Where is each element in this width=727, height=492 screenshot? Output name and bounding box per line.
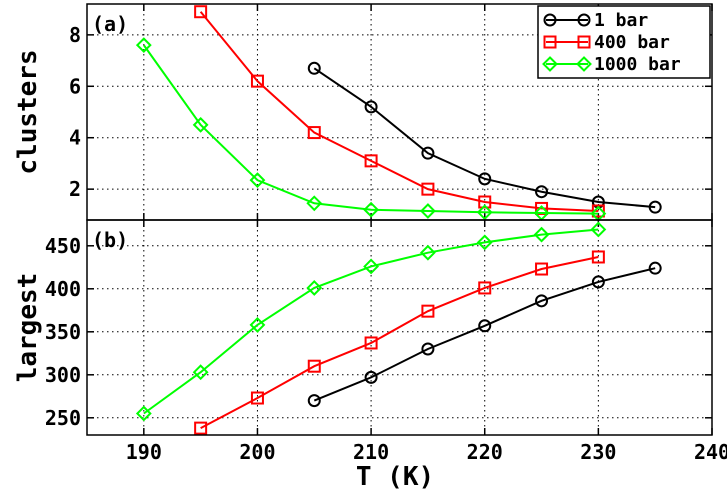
series-line: [143, 44, 599, 215]
data-point: [419, 203, 436, 219]
data-point: [194, 5, 208, 19]
data-point: [307, 359, 321, 373]
y-tick-label: 6: [69, 74, 81, 98]
y-tick-label: 4: [69, 126, 81, 150]
y-axis-label: largest: [13, 273, 43, 383]
data-point: [478, 319, 492, 333]
data-point: [535, 294, 549, 308]
series-400-bar: [194, 250, 605, 435]
x-tick-label: 200: [239, 440, 275, 464]
legend-entry: 400 bar: [543, 32, 670, 53]
data-point: [591, 204, 605, 218]
legend-entry: 1 bar: [543, 10, 648, 31]
y-tick-label: 8: [69, 23, 81, 47]
series-line: [199, 11, 599, 212]
data-point: [533, 226, 550, 243]
data-point: [135, 405, 152, 422]
data-point: [419, 244, 436, 261]
data-point: [364, 100, 378, 114]
legend-label: 1000 bar: [594, 54, 681, 75]
data-point: [307, 394, 321, 408]
series-1-bar: [307, 261, 662, 408]
panel-label: (b): [92, 228, 128, 252]
legend-marker: [576, 56, 592, 72]
data-point: [363, 258, 380, 275]
data-point: [192, 364, 209, 381]
data-point: [421, 304, 435, 318]
data-point: [363, 201, 380, 218]
x-tick-label: 190: [126, 440, 162, 464]
data-point: [535, 262, 549, 276]
legend-marker: [543, 13, 557, 27]
y-tick-label: 250: [45, 406, 81, 430]
series-line: [143, 228, 599, 415]
legend-marker: [577, 35, 591, 49]
panel-b: 250 300 350 400 450 (b) largest: [13, 219, 713, 436]
data-point: [476, 204, 493, 221]
data-point: [194, 421, 208, 435]
series-1000-bar: [135, 221, 607, 422]
data-point: [306, 280, 323, 296]
y-tick-label: 400: [45, 277, 81, 301]
panel-frame: [86, 219, 713, 436]
data-point: [421, 182, 435, 196]
data-point: [364, 154, 378, 168]
x-tick-label: 240: [694, 440, 727, 464]
data-point: [307, 126, 321, 140]
data-point: [591, 250, 605, 264]
data-point: [478, 172, 492, 186]
data-point: [478, 195, 492, 209]
y-tick-label: 300: [45, 363, 81, 387]
data-point: [249, 172, 266, 189]
data-point: [250, 74, 264, 88]
legend-marker: [543, 35, 557, 49]
y-tick-label: 2: [69, 177, 81, 201]
series-line: [313, 267, 656, 402]
data-point: [535, 185, 549, 199]
data-point: [591, 275, 605, 289]
data-point: [421, 146, 435, 160]
data-point: [648, 200, 662, 214]
series-line: [200, 256, 599, 430]
data-point: [648, 261, 662, 275]
x-axis-label: T (K): [356, 462, 434, 492]
y-tick-label: 450: [45, 234, 81, 258]
data-point: [478, 281, 492, 295]
panel-label: (a): [92, 12, 128, 36]
data-point: [192, 116, 209, 133]
data-point: [135, 37, 152, 54]
data-point: [306, 195, 323, 212]
legend-marker: [542, 56, 558, 72]
legend-label: 1 bar: [594, 10, 648, 31]
data-point: [364, 336, 378, 350]
data-point: [364, 370, 378, 384]
data-point: [249, 317, 266, 333]
y-tick-label: 350: [45, 320, 81, 344]
data-point: [307, 61, 321, 75]
series-400-bar: [194, 5, 605, 218]
legend-label: 400 bar: [594, 32, 670, 53]
data-point: [250, 391, 264, 405]
legend-marker: [577, 13, 591, 27]
data-point: [590, 221, 607, 238]
legend-entry: 1000 bar: [542, 54, 681, 75]
x-tick-label: 210: [353, 440, 389, 464]
series-line: [313, 67, 656, 209]
x-tick-label: 220: [467, 440, 503, 464]
y-axis-label: clusters: [13, 49, 43, 174]
data-point: [421, 342, 435, 356]
data-point: [476, 234, 493, 251]
x-tick-label: 230: [580, 440, 616, 464]
